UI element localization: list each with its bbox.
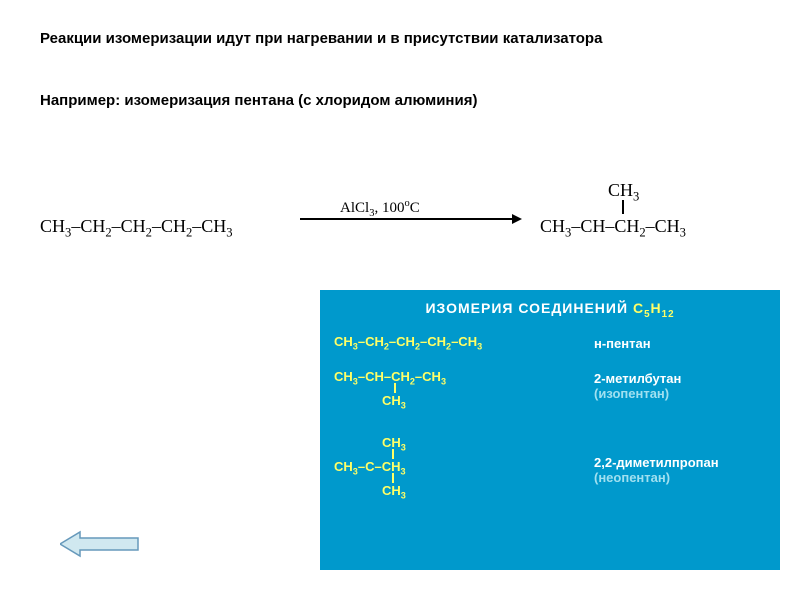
- isomer-structure-3: CH3 CH3–C–CH3 CH3: [334, 435, 594, 477]
- back-arrow-button[interactable]: [60, 530, 140, 558]
- isomer-panel: ИЗОМЕРИЯ СОЕДИНЕНИЙ C5H12 CH3–CH2–CH2–CH…: [320, 290, 780, 570]
- isomer-structure-1: CH3–CH2–CH2–CH2–CH3: [334, 334, 594, 352]
- isomer-name-2: 2-метилбутан (изопентан): [594, 369, 681, 401]
- isomer-branch-2: CH3: [382, 393, 406, 411]
- isomer-alt-2: (изопентан): [594, 386, 669, 401]
- arrow-left-icon: [60, 530, 140, 558]
- bond-line-bottom: [392, 473, 394, 483]
- isomer-bottom-branch-3: CH3: [382, 483, 406, 501]
- isomer-name-1: н-пентан: [594, 334, 651, 351]
- product-main-chain: CH3–CH–CH2–CH3: [540, 216, 686, 241]
- isomer-alt-3: (неопентан): [594, 470, 670, 485]
- isomer-row-1: CH3–CH2–CH2–CH2–CH3 н-пентан: [334, 334, 766, 352]
- isomer-row-2: CH3–CH–CH2–CH3 CH3 2-метилбутан (изопент…: [334, 369, 766, 417]
- product-bond: [622, 200, 624, 214]
- isomer-row-3: CH3 CH3–C–CH3 CH3 2,2-диметилпропан (нео…: [334, 435, 766, 505]
- reaction-conditions: AlCl3, 100oC: [340, 198, 420, 219]
- bond-line-top: [392, 449, 394, 459]
- isomer-title-formula: C5H12: [633, 300, 675, 316]
- reaction-arrow: [300, 218, 520, 220]
- heading-example: Например: изомеризация пентана (с хлорид…: [40, 92, 477, 109]
- heading-conditions: Реакции изомеризации идут при нагревании…: [40, 30, 602, 47]
- isomer-structure-2: CH3–CH–CH2–CH3 CH3: [334, 369, 594, 387]
- isomer-panel-title: ИЗОМЕРИЯ СОЕДИНЕНИЙ C5H12: [334, 300, 766, 320]
- bond-line: [394, 383, 396, 393]
- reactant-formula: CH3–CH2–CH2–CH2–CH3: [40, 216, 233, 241]
- isomer-title-text: ИЗОМЕРИЯ СОЕДИНЕНИЙ: [425, 300, 628, 316]
- isomer-name-3: 2,2-диметилпропан (неопентан): [594, 435, 719, 485]
